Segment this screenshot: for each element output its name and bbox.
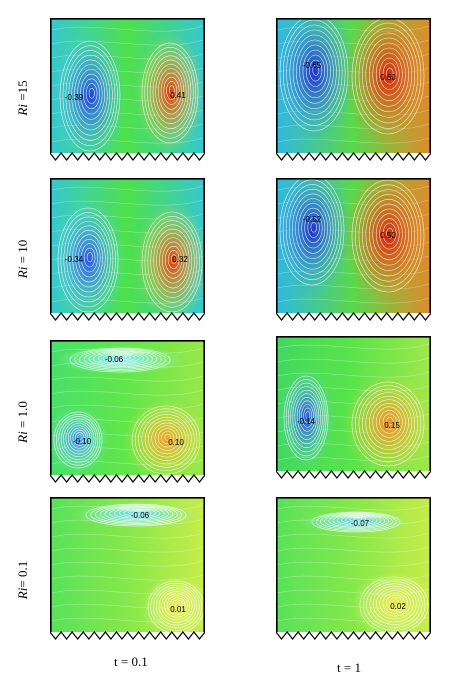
contour-value-right: 0.01 bbox=[170, 605, 186, 614]
wavy-bottom-wall bbox=[276, 313, 431, 321]
right-vortex-streamlines bbox=[351, 18, 425, 135]
right-vortex-streamlines bbox=[147, 580, 205, 634]
contour-value-right: 0.60 bbox=[380, 73, 396, 82]
wavy-bottom-wall bbox=[276, 471, 431, 479]
column-label-t-1: t = 1 bbox=[337, 660, 361, 675]
top-vortex-streamlines bbox=[85, 503, 187, 527]
cavity-frame bbox=[276, 497, 431, 632]
contour-value-right: 0.41 bbox=[170, 91, 186, 100]
wavy-wall-outline bbox=[276, 312, 431, 321]
cavity-frame bbox=[276, 18, 431, 153]
row-label-ri-0-1: Ri= 0.1 bbox=[15, 560, 30, 600]
contour-value-left: -0.65 bbox=[303, 61, 322, 70]
cavity-frame bbox=[50, 178, 205, 313]
cavity-frame bbox=[276, 178, 431, 313]
wavy-wall-outline bbox=[50, 152, 205, 161]
panel-ri10-t01: -0.34 0.32 bbox=[50, 178, 205, 321]
wavy-bottom-wall bbox=[276, 632, 431, 640]
contour-value-top: -0.07 bbox=[351, 519, 370, 528]
contour-value-right: 0.32 bbox=[172, 255, 188, 264]
contour-value-right: 0.50 bbox=[380, 231, 396, 240]
left-vortex-streamlines bbox=[279, 18, 349, 132]
left-vortex-streamlines bbox=[57, 207, 119, 313]
right-vortex-streamlines bbox=[131, 405, 201, 475]
contour-value-left: -0.34 bbox=[65, 255, 84, 264]
left-vortex-streamlines bbox=[283, 375, 329, 461]
contour-value-left: -0.14 bbox=[297, 417, 316, 426]
wavy-wall-outline bbox=[50, 474, 205, 483]
contour-value-left: -0.52 bbox=[303, 215, 322, 224]
panel-ri01-t01: 0.01 -0.06 bbox=[50, 497, 205, 640]
cavity-frame bbox=[50, 340, 205, 475]
right-vortex-core bbox=[135, 33, 205, 153]
right-vortex-streamlines bbox=[141, 211, 203, 313]
panel-ri10-t1: -0.52 0.50 bbox=[276, 178, 431, 321]
left-vortex-core bbox=[276, 178, 352, 296]
panel-ri1-t01: -0.10 0.10 -0.06 bbox=[50, 340, 205, 483]
right-vortex-streamlines bbox=[351, 179, 425, 293]
panel-ri01-t1: 0.02 -0.07 bbox=[276, 497, 431, 640]
wavy-bottom-wall bbox=[50, 313, 205, 321]
wavy-bottom-wall bbox=[50, 475, 205, 483]
left-vortex-streamlines bbox=[59, 40, 121, 152]
contour-value-top: -0.06 bbox=[131, 511, 150, 520]
left-vortex-streamlines bbox=[53, 411, 103, 469]
top-vortex-streamlines bbox=[69, 347, 171, 373]
wavy-bottom-wall bbox=[50, 153, 205, 161]
right-vortex-streamlines bbox=[359, 576, 429, 634]
right-vortex-streamlines bbox=[141, 42, 199, 144]
wavy-wall-outline bbox=[50, 312, 205, 321]
contour-value-top: -0.06 bbox=[105, 355, 124, 364]
wavy-wall-outline bbox=[276, 152, 431, 161]
row-label-ri-15: Ri =15 bbox=[15, 80, 30, 116]
panel-ri15-t01: -0.39 0.41 bbox=[50, 18, 205, 161]
contour-value-left: -0.39 bbox=[65, 93, 84, 102]
right-vortex-streamlines bbox=[351, 381, 425, 467]
row-label-ri-1: Ri = 1.0 bbox=[15, 401, 30, 443]
right-vortex-core bbox=[343, 18, 431, 146]
panel-ri1-t1: -0.14 0.15 bbox=[276, 336, 431, 479]
contour-value-right: 0.02 bbox=[390, 602, 406, 611]
panel-ri15-t1: -0.65 0.60 bbox=[276, 18, 431, 161]
contour-value-right: 0.10 bbox=[168, 438, 184, 447]
top-vortex-streamlines bbox=[311, 511, 401, 533]
wavy-bottom-wall bbox=[50, 632, 205, 640]
wavy-wall-outline bbox=[276, 470, 431, 479]
wavy-wall-outline bbox=[276, 631, 431, 640]
cavity-frame bbox=[276, 336, 431, 471]
contour-value-left: -0.10 bbox=[73, 437, 92, 446]
cavity-frame bbox=[50, 18, 205, 153]
row-label-ri-10: Ri = 10 bbox=[15, 239, 30, 279]
contour-value-right: 0.15 bbox=[384, 421, 400, 430]
right-vortex-core bbox=[134, 202, 205, 321]
column-label-t-0-1: t = 0.1 bbox=[114, 654, 148, 669]
cavity-frame bbox=[50, 497, 205, 632]
wavy-wall-outline bbox=[50, 631, 205, 640]
left-vortex-core bbox=[52, 30, 128, 161]
left-vortex-core bbox=[50, 197, 126, 321]
wavy-bottom-wall bbox=[276, 153, 431, 161]
left-vortex-core bbox=[276, 18, 357, 143]
